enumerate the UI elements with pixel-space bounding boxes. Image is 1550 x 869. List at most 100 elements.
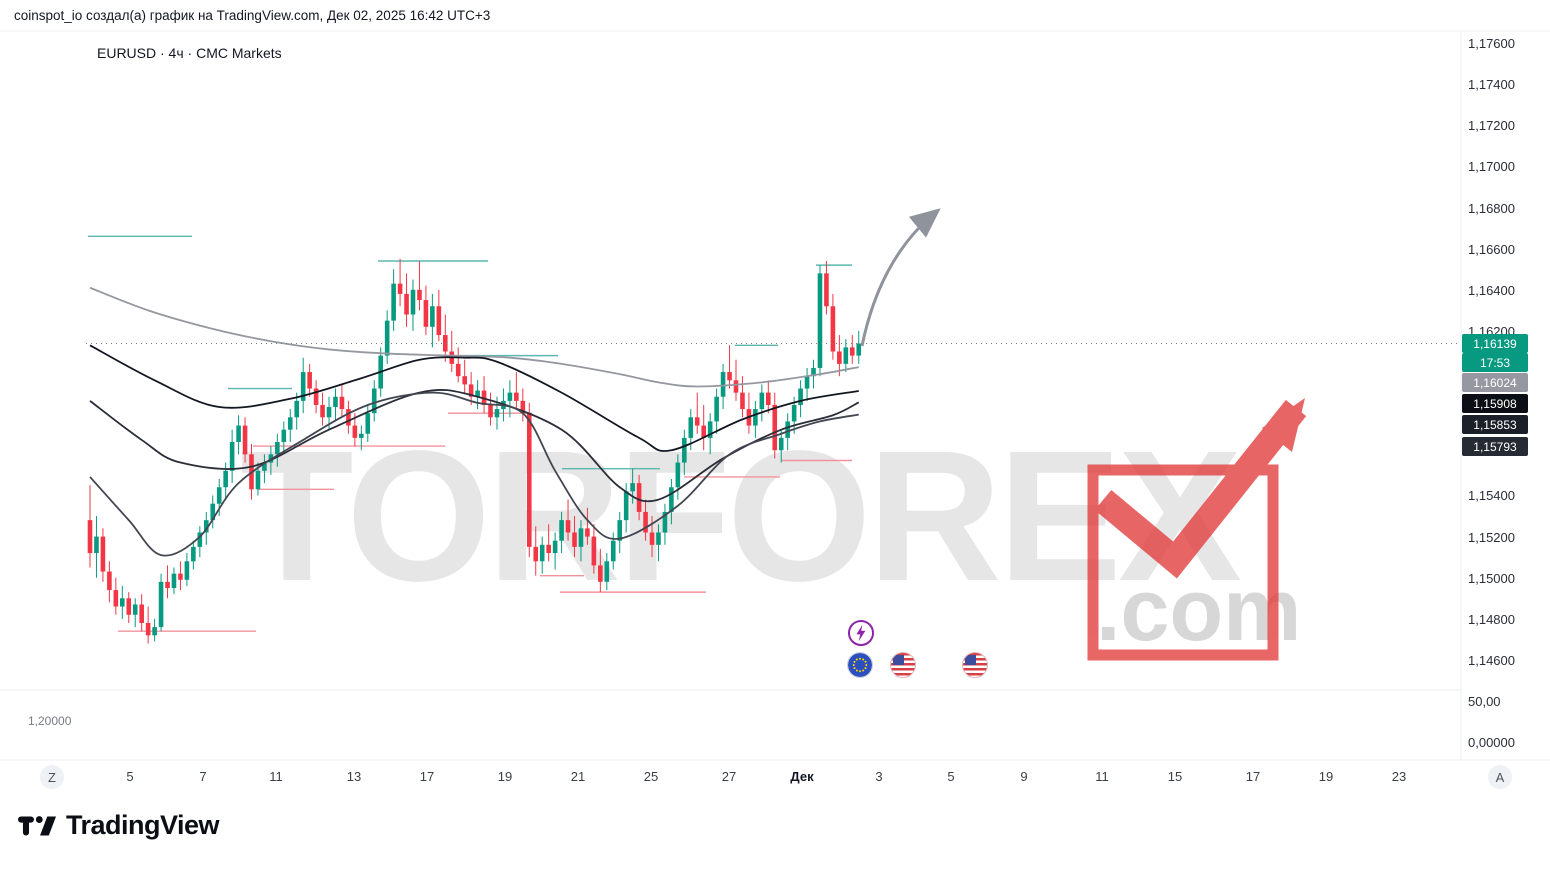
ma-badge-3: 1,15853 <box>1462 415 1528 434</box>
candle-body <box>617 520 623 541</box>
time-tick: 19 <box>497 769 513 784</box>
candle-body <box>772 404 778 451</box>
candle-body <box>184 561 190 580</box>
up-trend-arrow <box>860 208 941 347</box>
candle-body <box>397 283 403 294</box>
candle-body <box>604 561 610 582</box>
candle-body <box>591 536 597 566</box>
candle-body <box>333 396 338 408</box>
candle-body <box>404 293 409 315</box>
price-tick: 1,15200 <box>1468 529 1515 545</box>
candle-body <box>791 404 797 422</box>
candle-body <box>649 532 655 545</box>
us-flag-canton <box>965 655 976 665</box>
candle-body <box>811 367 816 377</box>
candle-body <box>585 528 590 537</box>
candle-body <box>229 441 235 471</box>
tradingview-glyph-icon <box>18 815 56 835</box>
candlestick-series <box>87 258 862 644</box>
candle-body <box>94 536 99 554</box>
candle-body <box>669 487 674 512</box>
candle-body <box>307 372 312 389</box>
time-tick: 21 <box>570 769 586 784</box>
candle-body <box>630 483 635 492</box>
candle-body <box>255 470 261 490</box>
candle-body <box>455 363 461 377</box>
candle-body <box>759 392 765 410</box>
candle-body <box>87 520 93 554</box>
share-header: coinspot_io создал(а) график на TradingV… <box>14 8 490 23</box>
candle-body <box>268 454 274 463</box>
us-flag-canton <box>893 655 904 665</box>
price-tick: 1,17200 <box>1468 118 1515 134</box>
candle-body <box>113 590 119 607</box>
candle-body <box>242 425 248 455</box>
candle-body <box>417 289 422 301</box>
candle-body <box>275 441 280 455</box>
time-tick: 23 <box>1391 769 1407 784</box>
time-axis-button-z[interactable]: Z <box>40 765 64 789</box>
time-tick: 19 <box>1318 769 1334 784</box>
countdown-badge: 17:53 <box>1462 353 1528 372</box>
candle-body <box>824 273 829 307</box>
candle-body <box>462 376 467 385</box>
candle-body <box>598 565 603 582</box>
symbol-legend[interactable]: EURUSD · 4ч · CMC Markets <box>97 45 282 61</box>
candle-body <box>753 409 758 426</box>
candle-body <box>384 320 390 356</box>
candle-body <box>365 413 371 434</box>
time-tick: 5 <box>947 769 955 784</box>
time-tick: 3 <box>875 769 883 784</box>
candle-body <box>682 437 687 463</box>
candle-body <box>165 581 170 589</box>
candle-body <box>494 409 500 418</box>
candle-body <box>468 384 474 397</box>
candle-body <box>830 306 836 352</box>
candle-body <box>126 598 132 615</box>
candle-body <box>178 573 183 580</box>
eu-economic-event-icon[interactable] <box>847 652 873 678</box>
time-axis-button-a[interactable]: A <box>1488 765 1512 789</box>
candle-body <box>171 573 177 589</box>
last-price-badge: 1,16139 <box>1462 334 1528 353</box>
candle-body <box>675 462 681 488</box>
time-tick: 5 <box>126 769 134 784</box>
time-tick: Дек <box>790 769 814 784</box>
share-header-text: coinspot_io создал(а) график на TradingV… <box>14 8 491 23</box>
ma-fast-line <box>89 391 859 557</box>
volatility-event-icon[interactable] <box>848 620 874 646</box>
price-tick: 1,17000 <box>1468 159 1515 175</box>
candle-body <box>203 520 209 533</box>
price-tick: 1,16800 <box>1468 200 1515 216</box>
price-tick: 1,14600 <box>1468 653 1515 668</box>
tradingview-logo[interactable]: TradingView <box>18 810 220 841</box>
ma-mid-1-line <box>89 344 859 452</box>
tradingview-wordmark: TradingView <box>66 810 220 840</box>
candle-body <box>262 462 267 471</box>
candle-body <box>526 413 532 547</box>
price-tick: 1,15400 <box>1468 488 1515 504</box>
candle-body <box>559 520 564 541</box>
candle-body <box>733 380 739 393</box>
candle-body <box>410 289 416 315</box>
candle-body <box>216 487 222 504</box>
candle-body <box>533 546 539 562</box>
price-tick: 1,14800 <box>1468 611 1515 627</box>
candle-body <box>837 351 842 364</box>
candle-body <box>817 273 823 368</box>
candle-body <box>507 392 513 401</box>
time-tick: 7 <box>199 769 207 784</box>
candle-body <box>339 396 345 410</box>
candle-body <box>326 407 332 418</box>
price-tick: 1,16400 <box>1468 282 1515 298</box>
candle-body <box>610 540 616 562</box>
candle-body <box>514 392 519 401</box>
candle-body <box>191 546 196 562</box>
indicator-axis-tick: 50,00 <box>1468 694 1501 709</box>
us-economic-event-icon[interactable] <box>962 652 988 678</box>
us-economic-event-icon[interactable] <box>890 652 916 678</box>
candle-body <box>520 400 526 414</box>
candle-body <box>578 528 584 547</box>
candle-body <box>778 437 784 451</box>
